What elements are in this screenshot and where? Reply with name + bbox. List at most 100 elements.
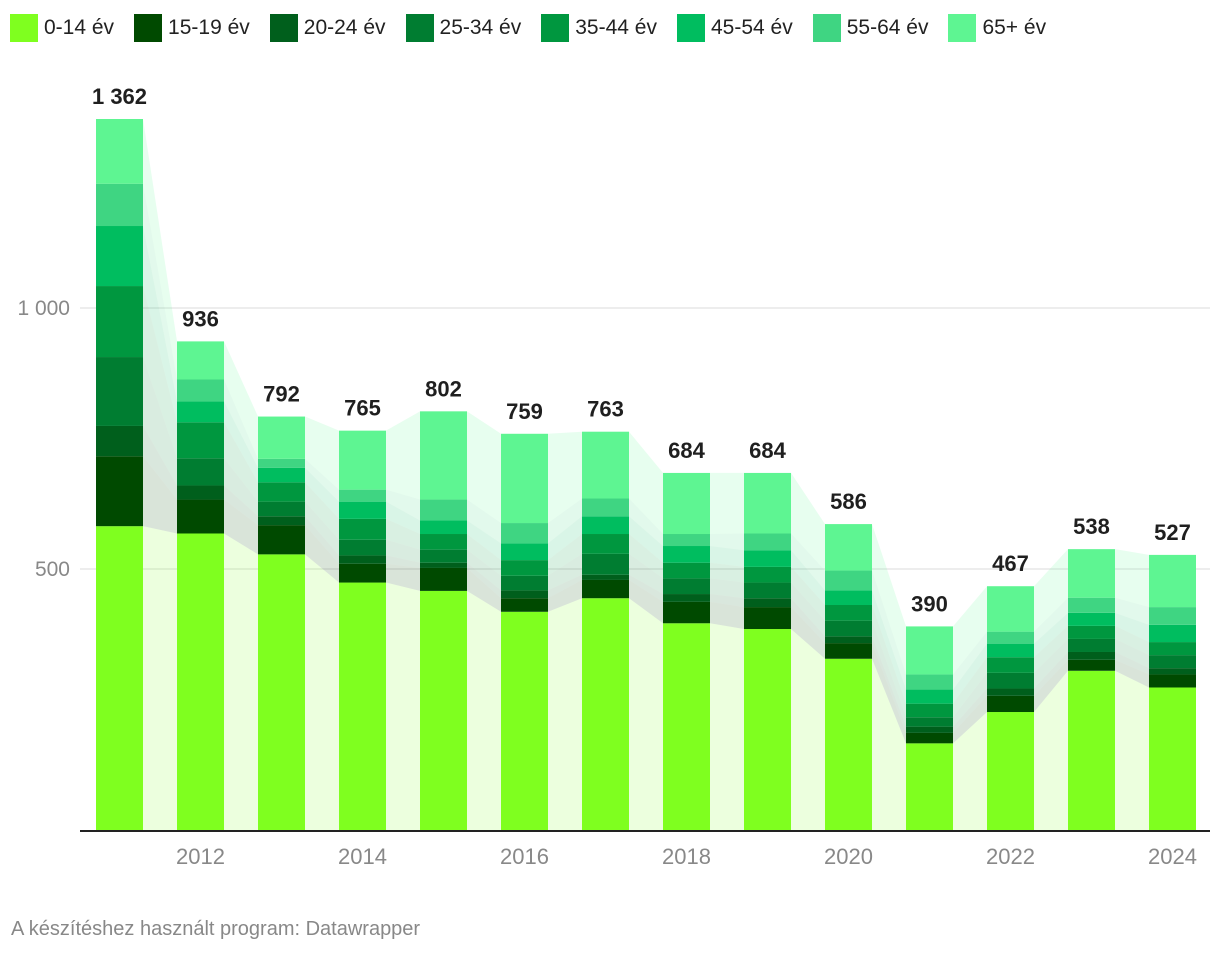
connector-band bbox=[953, 712, 987, 830]
bar-segment bbox=[96, 226, 143, 287]
legend-swatch bbox=[134, 14, 163, 42]
connector-band bbox=[143, 425, 177, 500]
bar-segment bbox=[1149, 554, 1196, 608]
bar-total-label: 792 bbox=[263, 382, 300, 407]
bar-segment bbox=[825, 620, 872, 637]
bar-segment bbox=[339, 582, 386, 830]
bar-segment bbox=[1149, 607, 1196, 625]
bar-segment bbox=[582, 598, 629, 830]
connector-band bbox=[467, 567, 501, 612]
connector-band bbox=[710, 623, 744, 830]
connector-band bbox=[872, 605, 906, 718]
x-tick-label: 2022 bbox=[986, 844, 1035, 869]
bar-total-label: 538 bbox=[1073, 514, 1110, 539]
connector-band bbox=[386, 539, 420, 563]
bar-segment bbox=[987, 712, 1034, 830]
connector-band bbox=[1115, 670, 1149, 830]
connector-band bbox=[386, 563, 420, 591]
connector-band bbox=[1034, 597, 1068, 644]
bar-segment bbox=[1068, 612, 1115, 626]
y-tick-label: 500 bbox=[35, 558, 70, 581]
bar-segment bbox=[906, 732, 953, 744]
x-tick-label: 2024 bbox=[1148, 844, 1197, 869]
bar-total-label: 467 bbox=[992, 551, 1029, 576]
connector-band bbox=[548, 553, 582, 591]
legend-swatch bbox=[676, 14, 705, 42]
bar-segment bbox=[420, 534, 467, 550]
bar-segment bbox=[501, 523, 548, 544]
bar-segment bbox=[1149, 674, 1196, 688]
bar-segment bbox=[501, 575, 548, 591]
connector-band bbox=[386, 518, 420, 550]
connector-band bbox=[467, 499, 501, 544]
connector-band bbox=[305, 525, 339, 583]
x-tick-label: 2012 bbox=[176, 844, 225, 869]
bar-segment bbox=[177, 422, 224, 459]
connector-band bbox=[791, 566, 825, 621]
bar-segment bbox=[96, 119, 143, 184]
connector-band bbox=[1115, 549, 1149, 608]
bar-segment bbox=[96, 183, 143, 227]
connector-band bbox=[548, 431, 582, 524]
bar-segment bbox=[177, 485, 224, 500]
connector-band bbox=[143, 226, 177, 423]
connector-band bbox=[1034, 651, 1068, 696]
bar-segment bbox=[987, 688, 1034, 696]
connector-band bbox=[629, 598, 663, 830]
connector-band bbox=[224, 341, 258, 459]
connector-band bbox=[548, 534, 582, 576]
connector-band bbox=[710, 601, 744, 630]
footer-credit: A készítéshez használt program: Datawrap… bbox=[11, 918, 421, 940]
bar-segment bbox=[96, 425, 143, 457]
connector-layer bbox=[143, 119, 1149, 830]
bar-segment bbox=[744, 550, 791, 567]
bar-segment bbox=[744, 629, 791, 830]
legend-label: 65+ év bbox=[982, 16, 1047, 39]
bar-segment bbox=[582, 534, 629, 554]
bar-segment bbox=[906, 626, 953, 675]
bar-segment bbox=[906, 674, 953, 690]
bar-total-label: 765 bbox=[344, 396, 381, 421]
bar-segment bbox=[420, 499, 467, 521]
legend-item: 25-34 év bbox=[405, 14, 521, 42]
connector-band bbox=[548, 574, 582, 599]
bar-segment bbox=[825, 524, 872, 571]
connector-band bbox=[872, 524, 906, 675]
connector-band bbox=[143, 357, 177, 486]
legend-item: 45-54 év bbox=[676, 14, 793, 42]
legend-label: 20-24 év bbox=[303, 16, 386, 39]
connector-band bbox=[872, 658, 906, 830]
bar-segment bbox=[501, 433, 548, 524]
bar-segment bbox=[906, 689, 953, 704]
legend-label: 45-54 év bbox=[710, 16, 793, 39]
bar-total-label: 527 bbox=[1154, 520, 1191, 545]
bar-segment bbox=[258, 467, 305, 483]
legend-swatch bbox=[948, 14, 977, 42]
bar-segment bbox=[258, 416, 305, 459]
connector-band bbox=[305, 458, 339, 502]
connector-band bbox=[143, 456, 177, 534]
connector-band bbox=[224, 499, 258, 555]
legend-label: 15-19 év bbox=[168, 16, 250, 39]
bar-segment bbox=[987, 695, 1034, 713]
connector-band bbox=[386, 555, 420, 568]
bar-segment bbox=[1068, 638, 1115, 652]
bar-segment bbox=[663, 594, 710, 602]
bar-segment bbox=[987, 631, 1034, 644]
connector-band bbox=[629, 498, 663, 547]
connector-band bbox=[224, 422, 258, 502]
bar-segment bbox=[1149, 687, 1196, 830]
bar-segment bbox=[987, 586, 1034, 632]
connector-band bbox=[467, 590, 501, 830]
bar-segment bbox=[258, 458, 305, 468]
legend-item: 35-44 év bbox=[541, 14, 657, 42]
connector-band bbox=[1034, 638, 1068, 689]
connector-band bbox=[386, 489, 420, 521]
connector-band bbox=[386, 411, 420, 500]
bar-segment bbox=[258, 554, 305, 830]
connector-band bbox=[548, 516, 582, 561]
legend-item: 65+ év bbox=[948, 14, 1046, 42]
bar-segment bbox=[582, 553, 629, 575]
connector-band bbox=[872, 590, 906, 704]
legend-label: 35-44 év bbox=[575, 16, 657, 39]
